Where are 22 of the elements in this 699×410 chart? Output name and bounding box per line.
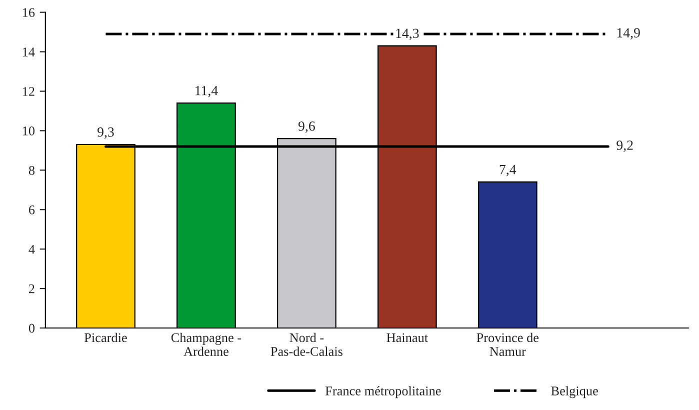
y-tick-label: 4 (28, 244, 35, 254)
y-tick-label: 14 (22, 48, 35, 56)
data-label: 14,9 (617, 28, 640, 40)
x-tick-label: Province de Namur (476, 332, 539, 356)
data-label: 7,4 (500, 164, 516, 176)
legend-label: France métropolitaine (325, 386, 441, 398)
x-tick-label: Champagne - Ardenne (171, 332, 242, 356)
y-tick-label: 12 (22, 87, 34, 96)
y-tick-label: 16 (22, 8, 35, 18)
x-tick-label: Picardie (84, 332, 127, 342)
x-tick-label: Nord - Pas-de-Calais (270, 332, 342, 356)
data-label: 9,3 (97, 127, 114, 139)
data-label: 9,6 (298, 121, 315, 133)
data-label: 11,4 (196, 86, 218, 98)
y-tick-label: 10 (22, 126, 35, 136)
y-tick-label: 0 (28, 324, 35, 333)
x-tick-label: Hainaut (386, 333, 428, 342)
y-tick-label: 2 (29, 284, 34, 294)
y-tick-label: 8 (28, 166, 35, 175)
y-tick-label: 6 (28, 205, 35, 214)
legend-label: Belgique (551, 386, 598, 398)
data-label: 9,2 (616, 140, 633, 152)
